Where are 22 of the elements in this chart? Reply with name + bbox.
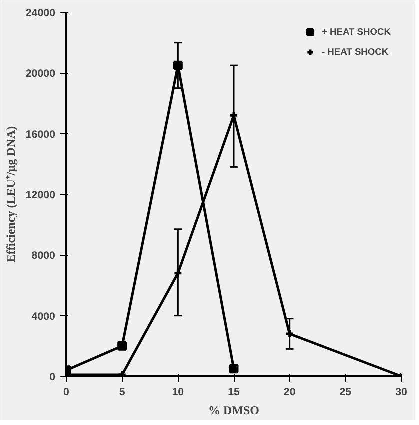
y-tick-label: 20000 <box>26 68 56 80</box>
x-tick-label: 5 <box>119 386 126 398</box>
x-tick-label: 20 <box>284 386 296 398</box>
y-tick-label: 24000 <box>26 8 56 20</box>
y-axis-title: Efficiency (LEU⁺/µg DNA) <box>4 126 18 263</box>
x-tick-label: 30 <box>396 386 408 398</box>
legend-label: - HEAT SHOCK <box>322 47 389 57</box>
y-tick-label: 8000 <box>32 250 56 262</box>
x-tick-label: 0 <box>64 386 70 398</box>
y-tick-label: 16000 <box>26 128 56 141</box>
point <box>173 268 183 278</box>
x-tick-label: 25 <box>340 386 352 398</box>
y-tick-label: 0 <box>50 372 56 384</box>
y-tick-label: 4000 <box>32 310 56 323</box>
y-tick-label: 12000 <box>26 190 56 202</box>
point <box>285 329 295 339</box>
legend-label: + HEAT SHOCK <box>322 27 391 37</box>
x-axis-title: % DMSO <box>208 404 260 418</box>
x-tick-label: 15 <box>228 386 240 398</box>
point <box>229 364 239 374</box>
x-tick-label: 10 <box>172 386 184 398</box>
point <box>118 341 128 351</box>
